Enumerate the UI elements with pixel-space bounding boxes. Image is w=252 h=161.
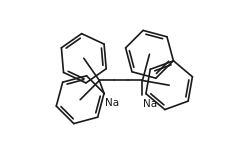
Text: Na: Na (143, 99, 157, 109)
Text: Na: Na (105, 98, 119, 108)
